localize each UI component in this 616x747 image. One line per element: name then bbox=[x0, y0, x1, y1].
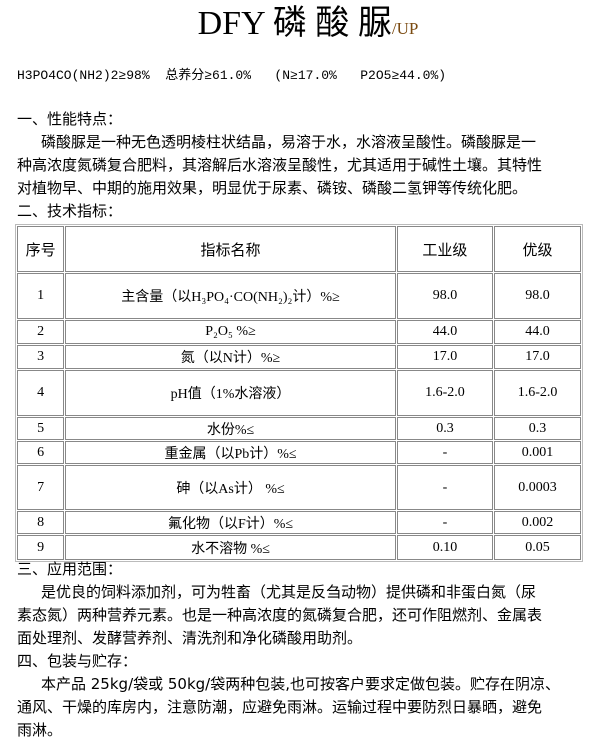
table-cell: 0.001 bbox=[494, 441, 581, 464]
table-cell: 0.05 bbox=[494, 535, 581, 560]
section-heading: 二、技术指标： bbox=[17, 202, 123, 220]
column-header: 工业级 bbox=[396, 226, 494, 272]
table-cell: 1.6-2.0 bbox=[396, 370, 494, 416]
section-features: 一、性能特点： 磷酸脲是一种无色透明棱柱状结晶，易溶于水，水溶液呈酸性。磷酸脲是… bbox=[17, 108, 587, 223]
section-heading: 四、包装与贮存： bbox=[17, 652, 138, 670]
table-cell: 0.3 bbox=[396, 417, 494, 440]
table-cell: 98.0 bbox=[494, 273, 581, 319]
table-cell: 水不溶物 %≤ bbox=[65, 535, 396, 560]
table-cell: 0.3 bbox=[494, 417, 581, 440]
table-cell: 水份%≤ bbox=[65, 417, 396, 440]
table-cell: P₂O₅ %≥ bbox=[65, 320, 396, 344]
table-cell: 17.0 bbox=[494, 345, 581, 369]
table-cell: 3 bbox=[17, 345, 65, 369]
title-main: DFY 磷 酸 脲 bbox=[197, 5, 392, 42]
paragraph-line: 对植物早、中期的施用效果，明显优于尿素、磷铵、磷酸二氢钾等传统化肥。 bbox=[17, 179, 528, 197]
paragraph-line: 通风、干燥的库房内，注意防潮，应避免雨淋。运输过程中要防烈日暴晒，避免 bbox=[17, 698, 543, 716]
table-cell: 主含量（以H₃PO₄·CO(NH₂)₂计）%≥ bbox=[65, 273, 396, 319]
paragraph-line: 雨淋。 bbox=[17, 721, 63, 739]
table-cell: 氮（以N计）%≥ bbox=[65, 345, 396, 369]
table-row: 5 水份%≤ 0.3 0.3 bbox=[17, 417, 581, 440]
table-header-row: 序号 指标名称 工业级 优级 bbox=[17, 226, 581, 272]
page-title: DFY 磷 酸 脲/UP bbox=[0, 2, 616, 51]
table-cell: 0.002 bbox=[494, 511, 581, 534]
paragraph-line: 素态氮）两种营养元素。也是一种高浓度的氮磷复合肥，还可作阻燃剂、金属表 bbox=[17, 606, 543, 624]
table-cell: 砷（以As计） %≤ bbox=[65, 465, 396, 510]
paragraph-line: 磷酸脲是一种无色透明棱柱状结晶，易溶于水，水溶液呈酸性。磷酸脲是一 bbox=[41, 133, 537, 151]
spec-table: 序号 指标名称 工业级 优级 1 主含量（以H₃PO₄·CO(NH₂)₂计）%≥ 98.0 9… bbox=[15, 224, 583, 562]
paragraph-line: 面处理剂、发酵营养剂、清洗剂和净化磷酸用助剂。 bbox=[17, 629, 363, 647]
table-cell: 9 bbox=[17, 535, 65, 560]
column-header: 指标名称 bbox=[65, 226, 396, 272]
title-suffix: /UP bbox=[391, 19, 419, 38]
table-cell: 44.0 bbox=[396, 320, 494, 344]
table-cell: 17.0 bbox=[396, 345, 494, 369]
section-usage: 三、应用范围： 是优良的饲料添加剂，可为牲畜（尤其是反刍动物）提供磷和非蛋白氮（… bbox=[17, 558, 587, 742]
table-row: 2 P₂O₅ %≥ 44.0 44.0 bbox=[17, 320, 581, 344]
table-cell: 98.0 bbox=[396, 273, 494, 319]
table-row: 9 水不溶物 %≤ 0.10 0.05 bbox=[17, 535, 581, 560]
table-cell: 氟化物（以F计）%≤ bbox=[65, 511, 396, 534]
table-cell: pH值（1%水溶液） bbox=[65, 370, 396, 416]
column-header: 优级 bbox=[494, 226, 581, 272]
table-cell: 0.0003 bbox=[494, 465, 581, 510]
table-cell: 7 bbox=[17, 465, 65, 510]
table-cell: 1.6-2.0 bbox=[494, 370, 581, 416]
paragraph-line: 种高浓度氮磷复合肥料，其溶解后水溶液呈酸性，尤其适用于碱性土壤。其特性 bbox=[17, 156, 543, 174]
column-header: 序号 bbox=[17, 226, 65, 272]
paragraph-line: 本产品 25kg/袋或 50kg/袋两种包装,也可按客户要求定做包装。贮存在阴凉… bbox=[41, 675, 561, 693]
table-cell: 5 bbox=[17, 417, 65, 440]
section-heading: 三、应用范围： bbox=[17, 560, 123, 578]
table-cell: 重金属（以Pb计）%≤ bbox=[65, 441, 396, 464]
table-cell: 1 bbox=[17, 273, 65, 319]
section-heading: 一、性能特点： bbox=[17, 110, 123, 128]
table-row: 6 重金属（以Pb计）%≤ -0.001 bbox=[17, 441, 581, 464]
table-row: 7 砷（以As计） %≤ -0.0003 bbox=[17, 465, 581, 510]
table-row: 4 pH值（1%水溶液） 1.6-2.0 1.6-2.0 bbox=[17, 370, 581, 416]
table-cell: - bbox=[396, 465, 494, 510]
table-cell: 2 bbox=[17, 320, 65, 344]
table-cell: 0.10 bbox=[396, 535, 494, 560]
table-row: 3 氮（以N计）%≥ 17.0 17.0 bbox=[17, 345, 581, 369]
table-row: 8 氟化物（以F计）%≤ -0.002 bbox=[17, 511, 581, 534]
formula-line: H3PO4CO(NH2)2≥98% 总养分≥61.0% (N≥17.0% P2O… bbox=[17, 68, 447, 83]
table-cell: 6 bbox=[17, 441, 65, 464]
table-cell: - bbox=[396, 511, 494, 534]
table-cell: - bbox=[396, 441, 494, 464]
table-cell: 8 bbox=[17, 511, 65, 534]
table-row: 1 主含量（以H₃PO₄·CO(NH₂)₂计）%≥ 98.0 98.0 bbox=[17, 273, 581, 319]
paragraph-line: 是优良的饲料添加剂，可为牲畜（尤其是反刍动物）提供磷和非蛋白氮（尿 bbox=[41, 583, 537, 601]
table-cell: 44.0 bbox=[494, 320, 581, 344]
table-cell: 4 bbox=[17, 370, 65, 416]
